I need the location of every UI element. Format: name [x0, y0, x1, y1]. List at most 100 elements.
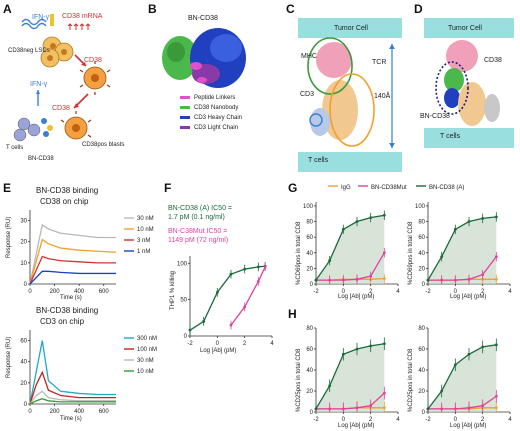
y-tick-label: 0	[422, 410, 426, 416]
x-tick-label: 0	[342, 289, 346, 295]
data-point	[453, 227, 457, 231]
f-ylabel: THP1 % killing	[170, 271, 176, 310]
up-arrows-icon	[67, 23, 91, 30]
legend-item: CD3 Light Chain	[194, 125, 238, 131]
legend-swatch	[180, 106, 190, 109]
y-tick-label: 100	[177, 261, 188, 267]
legend-item: 300 nM	[137, 336, 157, 342]
y-tick-label: 0	[24, 282, 28, 288]
y-tick-label: 100	[303, 204, 314, 210]
x-tick-label: 0	[28, 409, 32, 415]
legend-b: Peptide Linkers CD38 Nanobody CD3 Heavy …	[180, 95, 242, 131]
data-point	[355, 406, 359, 410]
data-point	[369, 216, 373, 220]
f-ic50-mut-line2: 1149 pM (72 ng/ml)	[168, 237, 228, 244]
legend-item: IgG	[341, 185, 351, 191]
data-point	[355, 220, 359, 223]
y-tick-label: 60	[418, 347, 425, 353]
data-point	[263, 265, 267, 269]
data-point	[328, 407, 332, 411]
tcells-label-a: T cells	[6, 145, 23, 151]
series-line	[29, 223, 116, 285]
x-tick-label: -2	[425, 289, 431, 295]
cd38-label-d: CD38	[484, 57, 502, 64]
x-tick-label: 0	[28, 289, 32, 295]
e-bottom-ylabel: Response (RU)	[6, 337, 12, 378]
data-point	[467, 352, 471, 356]
data-point	[481, 345, 485, 349]
y-tick-label: 10	[20, 261, 27, 267]
data-point	[440, 389, 444, 393]
chart-e-top: 0 10 20 30 0 200 400 600 30 nM 10 nM 3 nM 1 nM	[20, 210, 154, 295]
x-tick-label: 4	[396, 289, 400, 295]
legend-item: 30 nM	[137, 358, 154, 364]
distance-label: 140Å	[374, 91, 391, 100]
legend-item: CD38 Nanobody	[194, 105, 238, 111]
protein-structure-icon	[162, 28, 246, 88]
y-tick-label: 0	[310, 410, 314, 416]
h-right-ylabel: %CD25pos in total CD8	[408, 348, 414, 412]
x-tick-label: -2	[425, 417, 431, 423]
x-tick-label: 4	[508, 417, 512, 423]
panel-label-e: E	[3, 181, 11, 195]
legend-g: IgG BN-CD38Mut BN-CD38 (A)	[328, 185, 464, 191]
data-point	[188, 328, 192, 332]
data-point	[215, 290, 219, 294]
data-point	[494, 394, 498, 398]
ifn-gamma-top-label: IFN-γ	[32, 14, 50, 21]
data-point	[440, 278, 444, 282]
f-xlabel: Log [Ab] (pM)	[200, 348, 236, 354]
series-line	[316, 252, 385, 281]
panel-label-h: H	[288, 307, 297, 321]
data-point	[382, 342, 386, 346]
ifn-gamma-left-label: IFN-γ	[30, 81, 48, 88]
cd38-mrna-label: CD38 mRNA	[62, 13, 103, 20]
y-tick-label: 20	[20, 240, 27, 246]
cd38-mid-label: CD38	[52, 105, 70, 112]
g-right-xlabel: Log [Ab] (pM)	[450, 294, 486, 300]
data-point	[202, 320, 206, 323]
t-cells-icon	[13, 117, 53, 142]
legend-swatch	[180, 116, 190, 119]
y-tick-label: 60	[306, 235, 313, 241]
panel-label-d: D	[414, 2, 423, 16]
series-line	[29, 390, 116, 405]
data-point	[453, 407, 457, 411]
data-point	[494, 277, 498, 281]
bn-cd38-label-d: BN-CD38	[420, 113, 450, 120]
legend-item: 3 nM	[137, 238, 150, 244]
x-tick-label: 0	[216, 341, 220, 347]
x-tick-label: 2	[481, 289, 485, 295]
series-line	[315, 343, 385, 410]
y-tick-label: 20	[418, 389, 425, 395]
y-tick-label: 80	[306, 326, 313, 332]
tumor-membrane	[298, 18, 402, 38]
y-tick-label: 60	[418, 235, 425, 241]
x-tick-label: 4	[508, 289, 512, 295]
e-top-title-1: BN-CD38 binding	[36, 186, 98, 195]
g-right-ylabel: %CD69pos in total CD8	[408, 221, 414, 285]
data-point	[481, 404, 485, 408]
y-tick-label: 100	[415, 204, 426, 210]
y-tick-label: 60	[306, 347, 313, 353]
data-point	[328, 278, 332, 282]
legend-item: 10 nM	[137, 369, 154, 375]
legend-item: 1 nM	[137, 249, 150, 255]
y-tick-label: 0	[310, 282, 314, 288]
data-point	[243, 305, 247, 309]
legend-item: BN-CD38Mut	[371, 185, 407, 191]
panel-label-c: C	[286, 2, 295, 16]
x-tick-label: 600	[99, 289, 110, 295]
panel-b: B BN-CD38 Peptide Linkers CD38 Nanobody …	[148, 2, 246, 131]
x-tick-label: 400	[74, 289, 85, 295]
g-left-ylabel: %CD69pos in total CD8	[296, 221, 302, 285]
cd3-label: CD3	[300, 91, 314, 98]
series-line	[29, 340, 116, 405]
e-top-title-2: CD38 on chip	[40, 197, 89, 206]
data-point	[256, 265, 260, 269]
panel-label-b: B	[148, 2, 157, 16]
mhc-tcr-structure-icon	[307, 37, 375, 147]
